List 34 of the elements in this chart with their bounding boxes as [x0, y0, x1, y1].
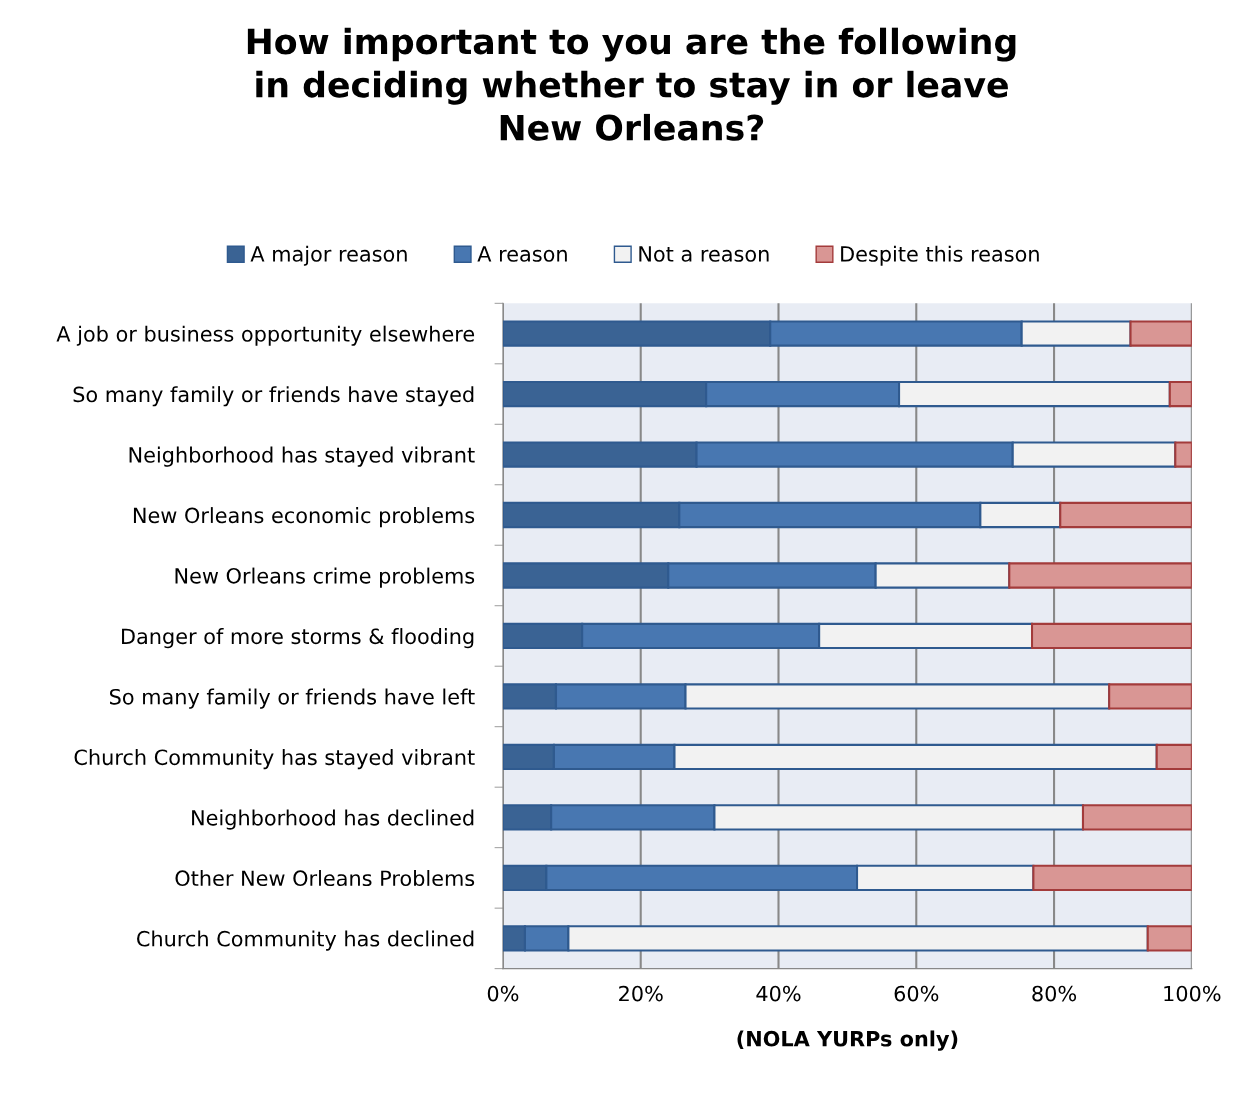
bar [1146, 925, 1192, 952]
x-tick-label: 80% [1032, 985, 1077, 1002]
bar [1155, 743, 1192, 771]
bar [1059, 501, 1192, 529]
bar [1008, 562, 1192, 589]
bar [1174, 441, 1192, 468]
bar [1129, 320, 1192, 347]
x-tick-label: 40% [756, 985, 801, 1002]
y-tick-label: So many family or friends have stayed [73, 386, 474, 407]
bar [1168, 380, 1192, 408]
y-tick-label: Church Community has declined [137, 930, 474, 951]
y-tick-label: Other New Orleans Problems [175, 869, 475, 887]
y-tick-label: Church Community has stayed vibrant [74, 749, 475, 770]
x-tick-label: 0% [487, 985, 519, 1002]
y-tick-label: So many family or friends have left [109, 688, 475, 709]
legend-label: A reason [477, 246, 567, 262]
bar [1030, 622, 1192, 650]
chart-title: How important to you are the following in deciding whether to stay in or leave New Orleans? [247, 27, 1016, 141]
legend-label: A major reason [250, 245, 407, 266]
bar [1081, 804, 1192, 831]
y-tick-label: New Orleans crime problems [175, 567, 475, 588]
legend-label: Despite this reason [841, 245, 1039, 266]
bar [1032, 864, 1192, 892]
bar [1108, 683, 1192, 710]
x-axis-title: (NOLA YURPs only) [737, 1030, 958, 1051]
x-tick-label: 20% [619, 985, 663, 1002]
y-tick-label: Neighborhood has stayed vibrant [129, 446, 475, 467]
legend-label: Not a reason [639, 246, 769, 262]
x-tick-label: 60% [894, 985, 939, 1002]
y-tick-label: Danger of more storms & flooding [122, 628, 474, 649]
y-tick-label: New Orleans economic problems [133, 507, 475, 528]
y-tick-label: Neighborhood has declined [192, 809, 474, 830]
x-tick-label: 100% [1164, 985, 1221, 1002]
y-tick-label: A job or business opportunity elsewhere [56, 325, 475, 346]
